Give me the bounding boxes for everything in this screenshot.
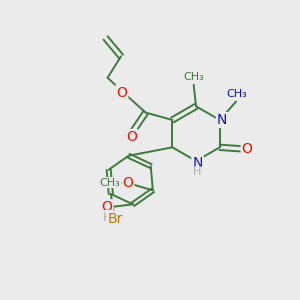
Text: CH₃: CH₃ <box>183 72 204 82</box>
Text: CH₃: CH₃ <box>226 89 247 99</box>
Text: O: O <box>102 200 112 214</box>
Text: N: N <box>217 113 227 127</box>
Text: N: N <box>192 156 203 170</box>
Text: O: O <box>126 130 137 144</box>
Text: Br: Br <box>108 212 123 226</box>
Text: H: H <box>102 211 112 224</box>
Text: CH₃: CH₃ <box>100 178 120 188</box>
Text: O: O <box>242 142 253 156</box>
Text: H: H <box>194 167 202 177</box>
Text: O: O <box>116 85 127 100</box>
Text: O: O <box>122 176 133 190</box>
